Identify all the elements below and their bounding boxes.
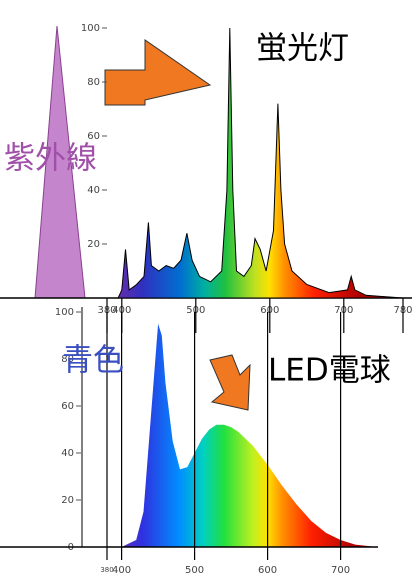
x-tick-label: 500 <box>185 565 204 576</box>
y-tick-label: 80 <box>87 77 100 88</box>
y-tick-label: 60 <box>87 131 100 142</box>
y-tick-label: 60 <box>61 401 74 412</box>
y-tick-label: 40 <box>87 185 100 196</box>
spectrum-area <box>107 27 404 299</box>
annotation: LED電球 <box>268 353 391 389</box>
y-tick-label: 20 <box>61 495 74 506</box>
spectrum-area <box>121 323 378 547</box>
annotation: 紫外線 <box>4 141 97 177</box>
arrow <box>209 354 251 411</box>
x-tick-label: 700 <box>331 565 350 576</box>
y-tick-label: 80 <box>61 354 74 365</box>
x-tick-label: 600 <box>258 565 277 576</box>
x-tick-label: 380 <box>100 566 113 574</box>
annotation: 蛍光灯 <box>256 31 349 67</box>
y-tick-label: 100 <box>81 23 100 34</box>
x-tick-label: 400 <box>112 565 131 576</box>
y-tick-label: 100 <box>55 307 74 318</box>
annotation: 青色 <box>62 343 124 379</box>
y-tick-label: 20 <box>87 239 100 250</box>
y-tick-label: 40 <box>61 448 74 459</box>
arrow <box>104 39 212 106</box>
